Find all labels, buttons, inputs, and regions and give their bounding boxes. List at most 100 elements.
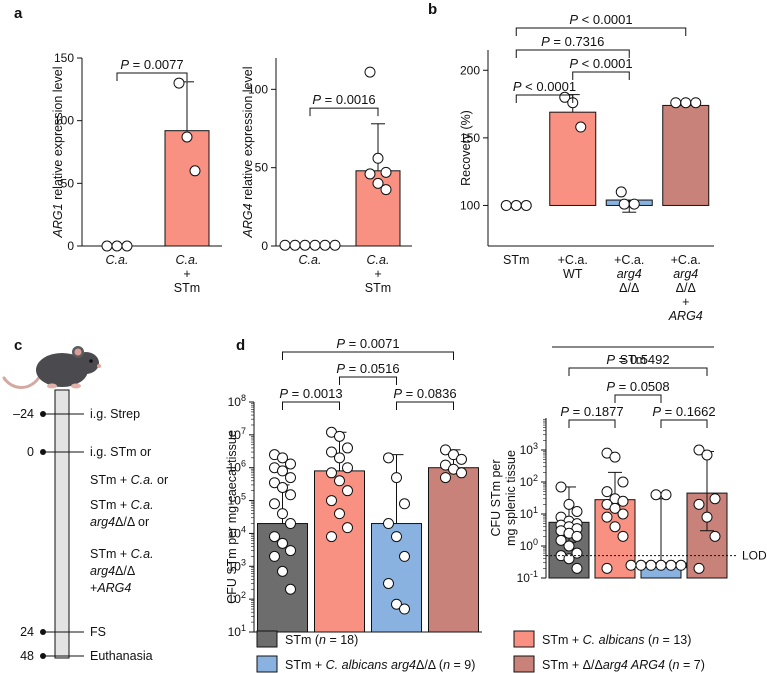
panel-label: b <box>428 1 437 18</box>
data-point <box>277 452 288 464</box>
text-run: = 9) <box>450 658 475 672</box>
p-value-label: P = 0.5492 <box>606 352 669 367</box>
data-point <box>456 467 467 479</box>
bar <box>371 523 422 633</box>
legend-swatch <box>513 630 535 648</box>
text-run: = 18) <box>326 633 358 647</box>
p-value-label: P = 0.7316 <box>541 34 604 49</box>
y-tick-label: 101 <box>520 505 538 521</box>
y-axis-label: CFU STm per <box>489 459 503 536</box>
data-point <box>121 240 133 252</box>
mouse-foot <box>47 383 57 389</box>
y-tick-label: 102 <box>520 473 538 489</box>
text-run: = 0.0508 <box>615 379 670 394</box>
tick-exponent: 4 <box>241 524 246 534</box>
group-label-b: STm <box>552 346 714 367</box>
x-category-label: C.a. <box>367 253 390 267</box>
text-run: < 0.0001 <box>578 12 633 27</box>
p-value-label: P < 0.0001 <box>513 79 576 94</box>
text-run: < 0.0001 <box>522 79 577 94</box>
y-axis-label: CFU STm per mg caecal tissue <box>225 430 239 604</box>
timeline-bar <box>54 389 70 659</box>
data-point <box>279 239 291 251</box>
data-point <box>391 472 402 484</box>
tick-exponent: 3 <box>241 557 246 567</box>
timeline-event-detail: STm + C.a. <box>90 547 154 561</box>
p-value-label: P < 0.0001 <box>569 12 632 27</box>
comparison-bracket <box>614 394 662 403</box>
data-point <box>334 430 345 442</box>
data-point <box>380 166 392 178</box>
timeline-event: FS <box>90 625 106 639</box>
timeline-time: –24 <box>13 407 34 421</box>
y-tick-label: 100 <box>460 198 480 212</box>
mouse-illustration <box>2 346 101 389</box>
tick-exponent: 0 <box>533 537 538 547</box>
text-run: = 0.0013 <box>288 386 343 401</box>
panel-labels: a b c d <box>14 1 437 354</box>
legend-swatch <box>256 655 278 673</box>
y-tick-label: 100 <box>54 114 74 128</box>
p-value-label: P = 0.0013 <box>279 386 342 401</box>
y-tick-label: 50 <box>61 176 75 190</box>
comparison-bracket <box>515 94 574 103</box>
data-point <box>609 451 621 463</box>
data-point <box>309 239 321 251</box>
text-run: n <box>443 658 450 672</box>
data-point <box>383 577 394 589</box>
tick-base: 10 <box>228 592 242 606</box>
p-value-label: P = 0.0516 <box>336 361 399 376</box>
text-run: Δ/Δ <box>115 564 135 578</box>
bar <box>549 111 597 206</box>
data-point <box>326 531 337 543</box>
data-point <box>510 199 522 211</box>
text-run: STm + <box>542 658 583 672</box>
x-category-label: Δ/Δ <box>676 281 696 295</box>
text-run: or <box>154 473 169 487</box>
data-point <box>269 550 280 562</box>
text-run: = 0.0077 <box>129 57 184 72</box>
data-point <box>285 518 296 530</box>
data-point <box>701 449 713 461</box>
text-run: n <box>673 658 680 672</box>
tick-base: 10 <box>228 625 242 639</box>
legend-panel-d: STm (n = 18) STm + C. albicans (n = 13)ST… <box>256 630 705 673</box>
text-run: = 0.0836 <box>402 386 457 401</box>
data-point <box>364 66 376 78</box>
text-run: = 0.7316 <box>550 34 605 49</box>
text-run: P <box>652 404 661 419</box>
x-category-label: + <box>374 267 381 281</box>
text-run: P <box>513 79 522 94</box>
text-run: STm + <box>90 473 131 487</box>
timeline-time: 24 <box>20 625 34 639</box>
text-run: P <box>606 352 615 367</box>
data-point <box>456 453 467 465</box>
comparison-bracket <box>572 71 630 80</box>
text-run: = 0.1662 <box>661 404 716 419</box>
x-category-label: STm <box>174 281 200 295</box>
y-tick-label: 108 <box>228 393 246 409</box>
lod-label: LOD <box>742 549 767 563</box>
tick-exponent: 7 <box>241 426 246 436</box>
text-run: = 7) <box>680 658 705 672</box>
y-tick-label: 102 <box>228 590 246 606</box>
x-category-label: +C.a. <box>614 253 644 267</box>
data-point <box>617 495 629 507</box>
y-axis-label: ARG1 relative expression level <box>51 67 65 239</box>
data-point <box>334 508 345 520</box>
y-tick-label: 104 <box>228 524 246 540</box>
data-point <box>555 534 567 546</box>
timeline-event-detail: +ARG4 <box>90 581 131 595</box>
data-point <box>289 239 301 251</box>
data-point <box>617 530 629 542</box>
data-point <box>285 583 296 595</box>
tick-base: 10 <box>228 494 242 508</box>
data-point <box>609 502 621 514</box>
data-point <box>675 559 687 571</box>
data-point <box>342 522 353 534</box>
comparison-bracket <box>660 419 708 428</box>
text-run: n <box>319 633 326 647</box>
x-category-label: C.a. <box>299 253 322 267</box>
comparison-bracket <box>515 49 630 58</box>
